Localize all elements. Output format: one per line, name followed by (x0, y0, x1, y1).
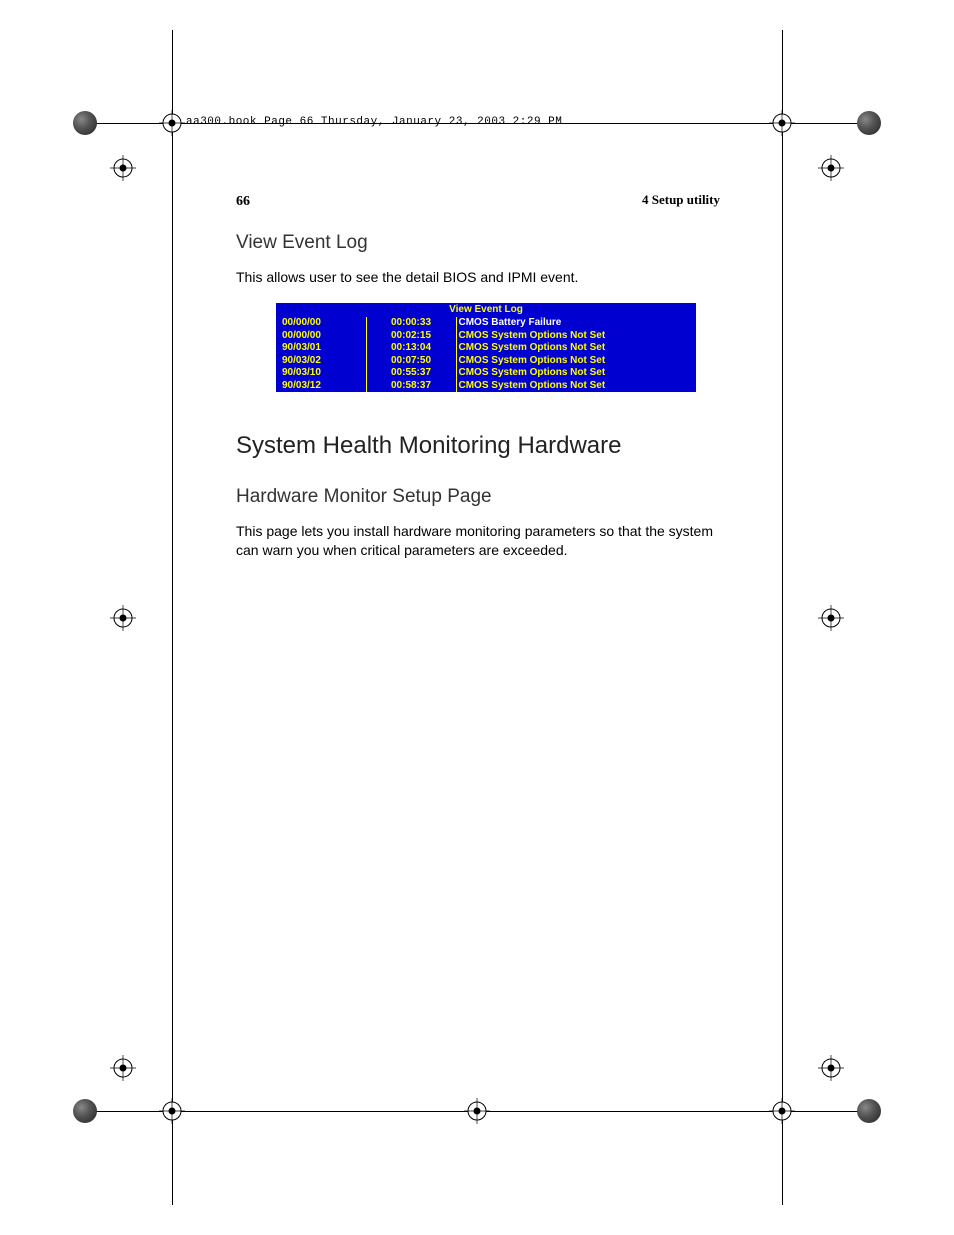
bios-event-message: CMOS System Options Not Set (456, 367, 696, 380)
crosshair-icon (818, 155, 844, 181)
registration-ball-icon (857, 111, 881, 135)
bios-event-row: 00/00/0000:02:15CMOS System Options Not … (276, 330, 696, 343)
crosshair-icon (818, 605, 844, 631)
paragraph-hw-monitor: This page lets you install hardware moni… (236, 522, 720, 560)
crosshair-icon (110, 155, 136, 181)
page-number: 66 (236, 194, 250, 209)
bios-event-message: CMOS System Options Not Set (456, 330, 696, 343)
crosshair-icon (159, 110, 185, 136)
page-content: 66 4 Setup utility View Event Log This a… (236, 192, 720, 576)
bios-event-date: 90/03/01 (276, 342, 366, 355)
bios-event-date: 90/03/12 (276, 380, 366, 393)
bios-event-time: 00:55:37 (366, 367, 456, 380)
bios-event-time: 00:00:33 (366, 317, 456, 330)
bios-event-time: 00:58:37 (366, 380, 456, 393)
bios-event-row: 90/03/0100:13:04CMOS System Options Not … (276, 342, 696, 355)
bios-event-date: 00/00/00 (276, 330, 366, 343)
crosshair-icon (769, 110, 795, 136)
chapter-label: 4 Setup utility (642, 192, 720, 208)
bios-event-time: 00:13:04 (366, 342, 456, 355)
page-header-row: 66 4 Setup utility (236, 192, 720, 212)
bios-event-date: 90/03/10 (276, 367, 366, 380)
paragraph-view-event-log: This allows user to see the detail BIOS … (236, 268, 720, 287)
heading-view-event-log: View Event Log (236, 232, 720, 254)
bios-event-row: 90/03/1200:58:37CMOS System Options Not … (276, 380, 696, 393)
registration-ball-icon (73, 111, 97, 135)
crosshair-icon (769, 1098, 795, 1124)
bios-event-table: 00/00/0000:00:33CMOS Battery Failure00/0… (276, 317, 696, 392)
bios-event-row: 00/00/0000:00:33CMOS Battery Failure (276, 317, 696, 330)
bios-event-time: 00:02:15 (366, 330, 456, 343)
bios-event-date: 00/00/00 (276, 317, 366, 330)
book-page-header: aa300.book Page 66 Thursday, January 23,… (186, 116, 562, 128)
bios-event-time: 00:07:50 (366, 355, 456, 368)
bios-event-message: CMOS System Options Not Set (456, 380, 696, 393)
heading-system-health: System Health Monitoring Hardware (236, 432, 720, 460)
crosshair-icon (464, 1098, 490, 1124)
bios-event-log-screenshot: View Event Log 00/00/0000:00:33CMOS Batt… (276, 303, 696, 393)
bios-event-date: 90/03/02 (276, 355, 366, 368)
crop-line-left (172, 30, 173, 1205)
bios-event-message: CMOS System Options Not Set (456, 342, 696, 355)
heading-hw-monitor: Hardware Monitor Setup Page (236, 486, 720, 508)
registration-ball-icon (73, 1099, 97, 1123)
crosshair-icon (110, 1055, 136, 1081)
bios-event-message: CMOS Battery Failure (456, 317, 696, 330)
bios-event-row: 90/03/0200:07:50CMOS System Options Not … (276, 355, 696, 368)
crop-line-right (782, 30, 783, 1205)
crosshair-icon (818, 1055, 844, 1081)
crosshair-icon (110, 605, 136, 631)
bios-event-row: 90/03/1000:55:37CMOS System Options Not … (276, 367, 696, 380)
crosshair-icon (159, 1098, 185, 1124)
bios-title: View Event Log (276, 303, 696, 318)
registration-ball-icon (857, 1099, 881, 1123)
bios-event-message: CMOS System Options Not Set (456, 355, 696, 368)
